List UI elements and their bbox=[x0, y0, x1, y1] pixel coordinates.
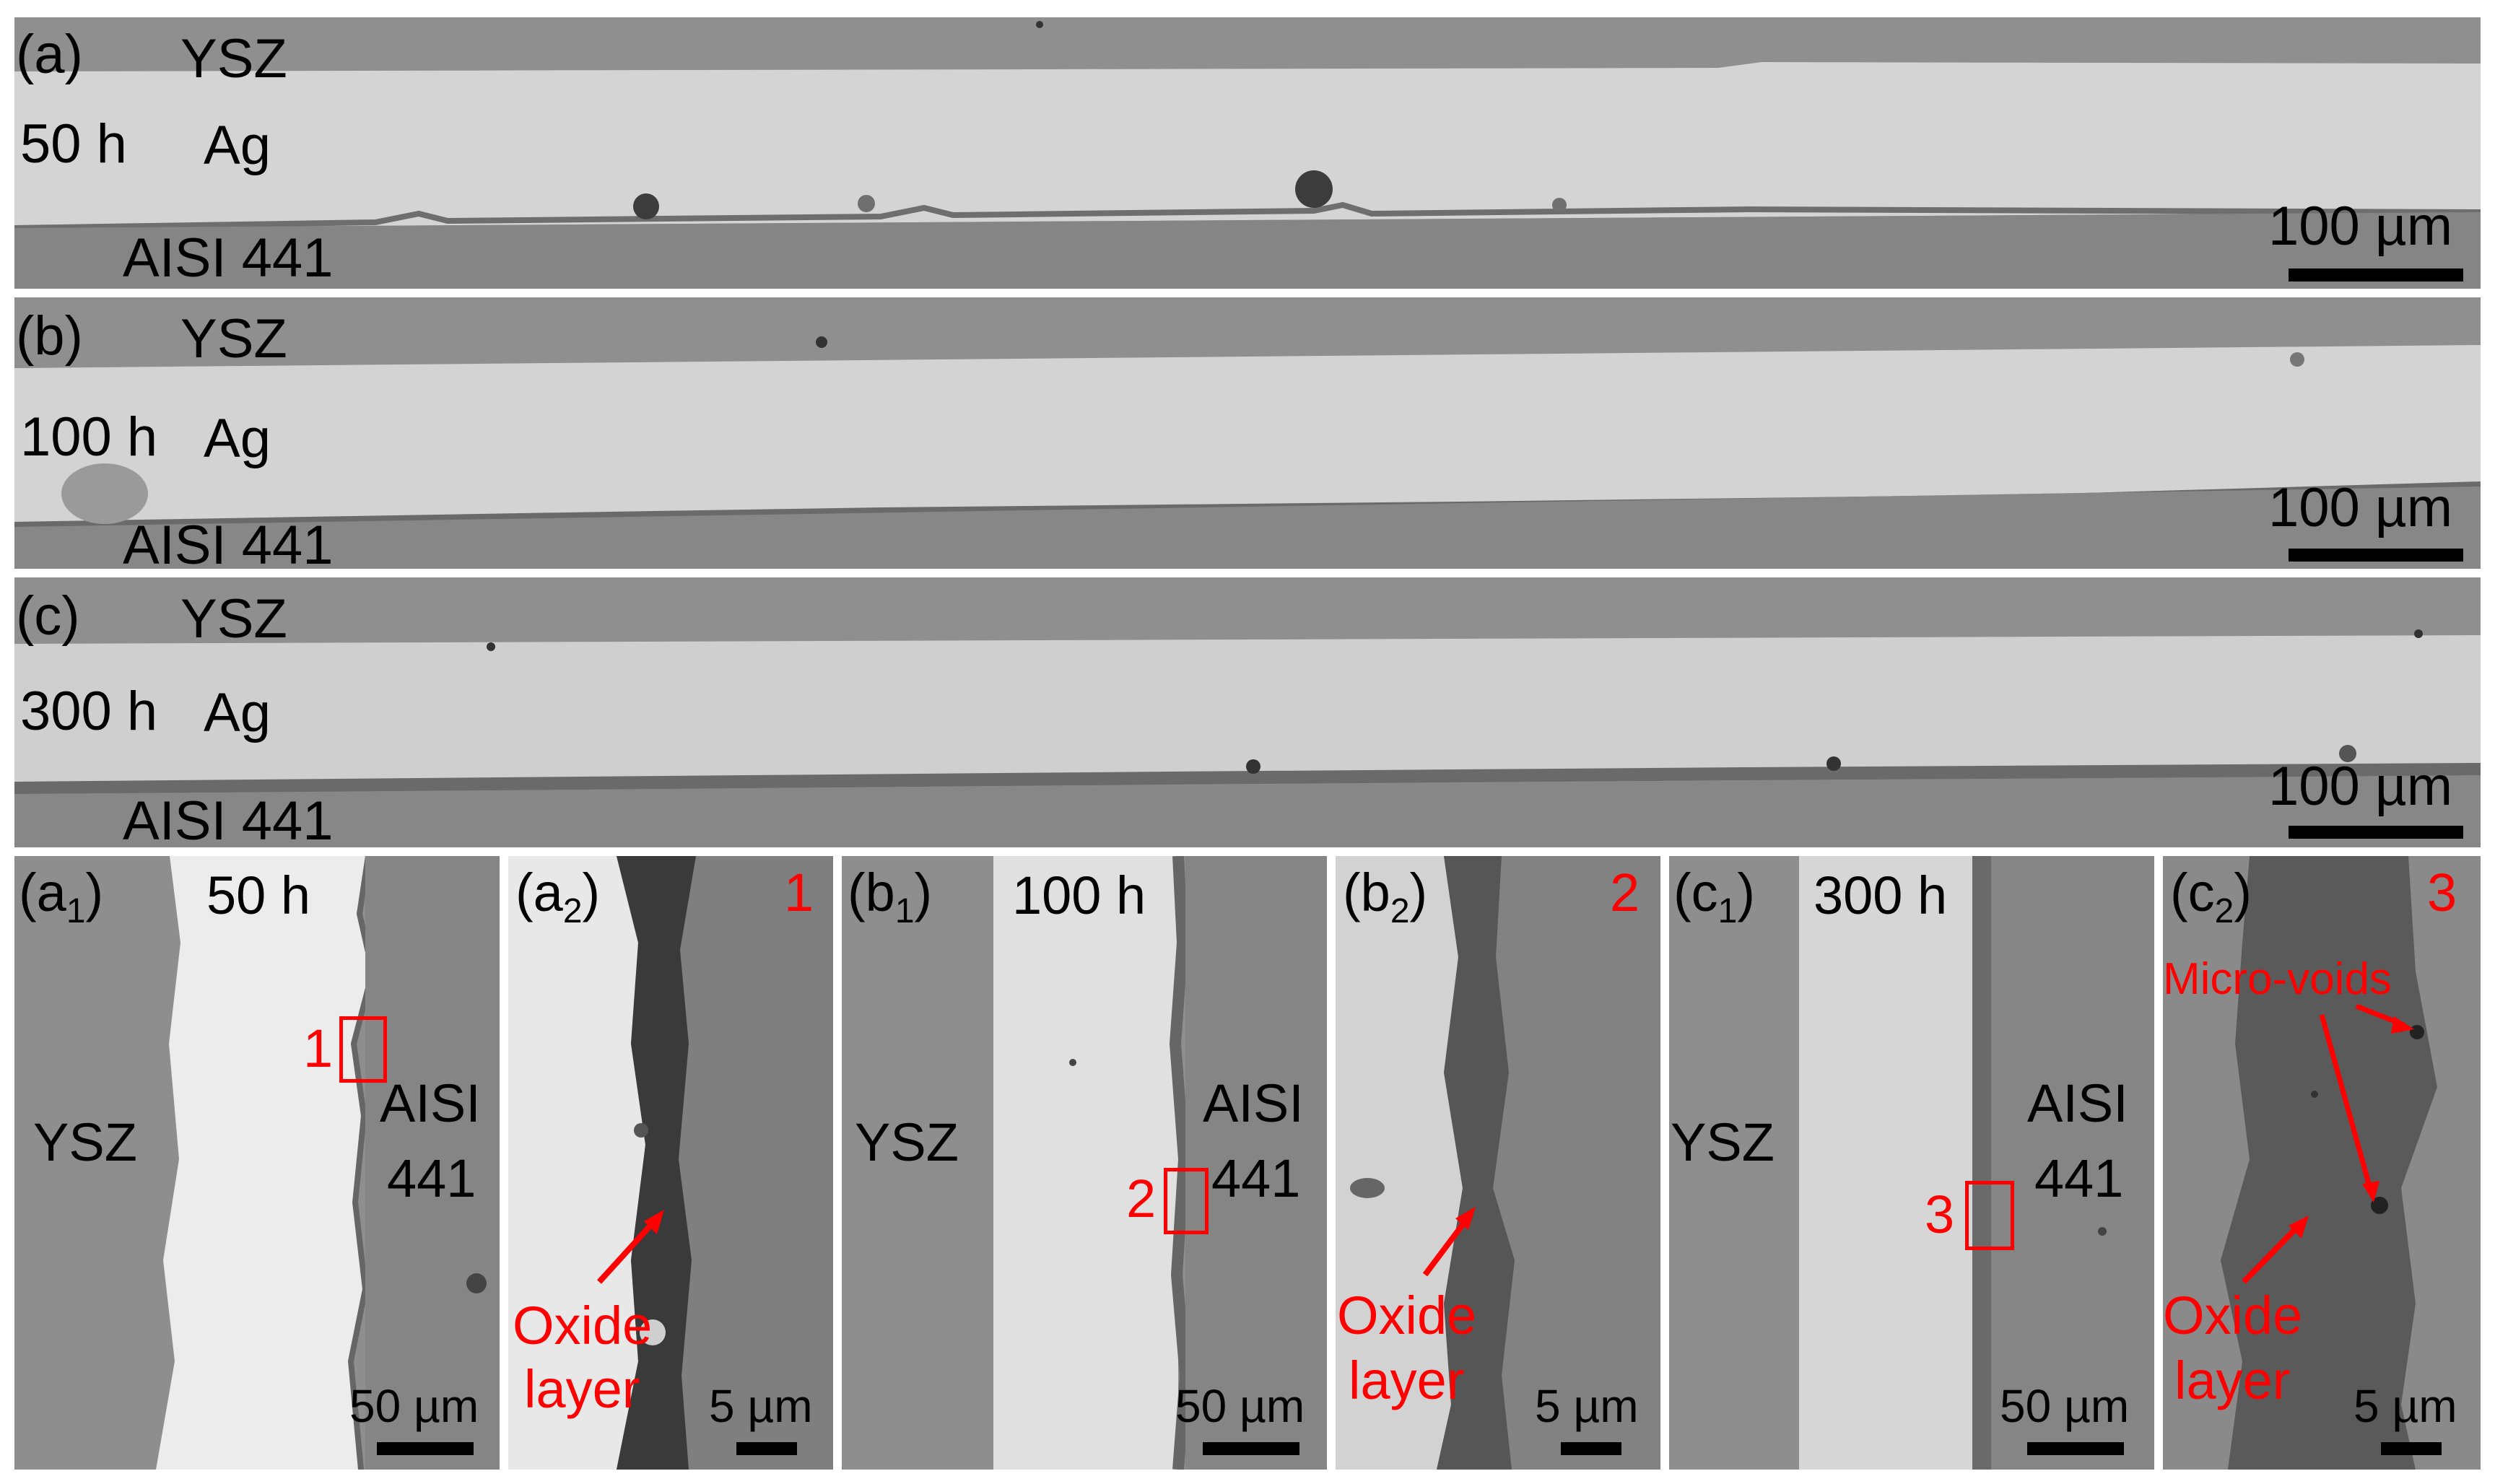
closeup-b1-right-layer-2: 441 bbox=[1211, 1148, 1301, 1208]
closeup-a2: (a2) 1 Oxide layer 5 µm bbox=[508, 856, 833, 1470]
closeup-c2-annotation-1: Oxide bbox=[2163, 1286, 2303, 1345]
closeup-b2-annotation-2: layer bbox=[1349, 1350, 1465, 1410]
closeup-c1-left-layer: YSZ bbox=[1671, 1112, 1775, 1172]
closeup-b1-label: (b1) bbox=[848, 863, 933, 930]
closeup-b1-marker: 2 bbox=[1126, 1169, 1157, 1228]
strip-c-scale-bar bbox=[2289, 826, 2463, 839]
closeup-a1-marker-box bbox=[339, 1016, 387, 1083]
closeup-b2-arrow bbox=[1422, 1207, 1476, 1277]
closeup-b1-time: 100 h bbox=[1012, 865, 1146, 925]
strip-a-top-layer: YSZ bbox=[180, 28, 287, 90]
closeup-a2-scale-bar bbox=[736, 1442, 797, 1455]
closeup-a2-number: 1 bbox=[784, 863, 814, 922]
strip-a-bottom-layer: AISI 441 bbox=[123, 227, 334, 289]
closeup-c2: (c2) 3 Micro-voids Oxide layer 5 µm bbox=[2163, 856, 2481, 1470]
closeup-a1-marker: 1 bbox=[303, 1018, 334, 1078]
closeup-a1-time: 50 h bbox=[206, 865, 311, 925]
closeup-c1-micrograph bbox=[1669, 856, 2154, 1470]
closeup-b1-scale-label: 50 µm bbox=[1175, 1380, 1305, 1432]
closeup-a1-right-layer-1: AISI bbox=[380, 1073, 481, 1133]
closeup-b2-micrograph bbox=[1336, 856, 1660, 1470]
closeup-c2-label: (c2) bbox=[2170, 863, 2252, 930]
closeup-c1-time: 300 h bbox=[1813, 865, 1948, 925]
closeup-a2-arrow bbox=[597, 1210, 664, 1284]
closeup-a1-scale-bar bbox=[377, 1442, 474, 1455]
strip-c-label: (c) bbox=[16, 585, 80, 647]
closeup-b2-label: (b2) bbox=[1343, 863, 1428, 930]
closeup-a2-scale-label: 5 µm bbox=[709, 1380, 813, 1432]
closeup-c2-number: 3 bbox=[2427, 863, 2457, 922]
closeup-c1-scale-bar bbox=[2027, 1442, 2124, 1455]
closeup-c1-label: (c1) bbox=[1673, 863, 1756, 930]
closeup-b1-left-layer: YSZ bbox=[855, 1112, 959, 1172]
strip-a-middle-layer: Ag bbox=[204, 115, 271, 176]
strip-b-top-layer: YSZ bbox=[180, 308, 287, 370]
closeup-b1-right-layer-1: AISI bbox=[1203, 1073, 1304, 1133]
strip-c-scale-label: 100 µm bbox=[2268, 756, 2453, 817]
strip-c-top-layer: YSZ bbox=[180, 588, 287, 650]
closeup-b2-number: 2 bbox=[1610, 863, 1640, 922]
closeup-b1-micrograph bbox=[842, 856, 1327, 1470]
closeup-c2-scale-bar bbox=[2381, 1442, 2442, 1455]
closeup-b1-scale-bar bbox=[1203, 1442, 1299, 1455]
strip-c-bottom-layer: AISI 441 bbox=[123, 790, 334, 848]
closeup-c1-marker: 3 bbox=[1925, 1184, 1955, 1244]
strip-c: (c) YSZ 300 h Ag AISI 441 100 µm bbox=[14, 577, 2481, 847]
strip-b-label: (b) bbox=[16, 305, 83, 367]
closeup-b1: (b1) 100 h YSZ AISI 441 2 50 µm bbox=[842, 856, 1327, 1470]
strip-b-micrograph bbox=[14, 297, 2481, 569]
strip-c-micrograph bbox=[14, 577, 2481, 847]
closeup-a2-annotation-1: Oxide bbox=[513, 1296, 653, 1356]
closeup-c2-arrows bbox=[2242, 1003, 2414, 1284]
closeup-a2-label: (a2) bbox=[515, 863, 601, 930]
closeup-b2-scale-bar bbox=[1561, 1442, 1621, 1455]
closeup-b2-scale-label: 5 µm bbox=[1535, 1380, 1639, 1432]
closeup-a2-micrograph bbox=[508, 856, 833, 1470]
closeup-a2-annotation-2: layer bbox=[524, 1359, 640, 1419]
strip-a-micrograph bbox=[14, 17, 2481, 289]
closeup-a1-left-layer: YSZ bbox=[33, 1112, 137, 1172]
closeup-c1-right-layer-2: 441 bbox=[2034, 1148, 2124, 1208]
closeup-b1-marker-box bbox=[1164, 1168, 1209, 1234]
closeup-c2-annotation-top: Micro-voids bbox=[2163, 954, 2392, 1004]
closeup-c1-right-layer-1: AISI bbox=[2027, 1073, 2128, 1133]
strip-a-label: (a) bbox=[16, 24, 83, 85]
closeup-a1: (a1) 50 h YSZ AISI 441 1 50 µm bbox=[14, 856, 500, 1470]
strip-c-time: 300 h bbox=[20, 681, 158, 742]
strip-a: (a) YSZ 50 h Ag AISI 441 100 µm bbox=[14, 17, 2481, 289]
closeup-a1-right-layer-2: 441 bbox=[387, 1148, 476, 1208]
strip-b: (b) YSZ 100 h Ag AISI 441 100 µm bbox=[14, 297, 2481, 569]
closeup-b2: (b2) 2 Oxide layer 5 µm bbox=[1336, 856, 1660, 1470]
closeup-c2-micrograph bbox=[2163, 856, 2481, 1470]
closeup-c1: (c1) 300 h YSZ AISI 441 3 50 µm bbox=[1669, 856, 2154, 1470]
strip-b-time: 100 h bbox=[20, 406, 158, 468]
strip-c-middle-layer: Ag bbox=[204, 682, 271, 743]
closeup-c1-marker-box bbox=[1965, 1181, 2014, 1250]
strip-b-scale-bar bbox=[2289, 549, 2463, 562]
closeup-a1-scale-label: 50 µm bbox=[349, 1380, 479, 1432]
closeup-a1-micrograph bbox=[14, 856, 500, 1470]
strip-a-scale-bar bbox=[2289, 269, 2463, 281]
closeup-a1-label: (a1) bbox=[19, 863, 104, 930]
closeup-b2-annotation-1: Oxide bbox=[1337, 1286, 1477, 1345]
strip-b-scale-label: 100 µm bbox=[2268, 477, 2453, 538]
closeup-c1-scale-label: 50 µm bbox=[2000, 1380, 2130, 1432]
strip-a-time: 50 h bbox=[20, 113, 127, 175]
strip-b-bottom-layer: AISI 441 bbox=[123, 515, 334, 569]
closeup-c2-scale-label: 5 µm bbox=[2354, 1380, 2457, 1432]
strip-a-scale-label: 100 µm bbox=[2268, 196, 2453, 257]
strip-b-middle-layer: Ag bbox=[204, 408, 271, 469]
closeup-c2-annotation-2: layer bbox=[2174, 1350, 2291, 1410]
